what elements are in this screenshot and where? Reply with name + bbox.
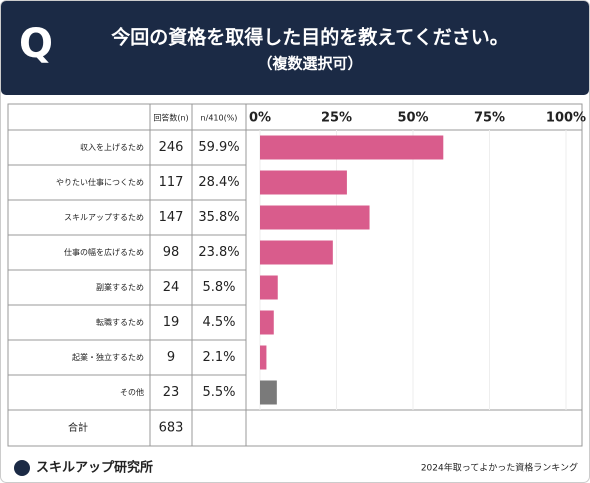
q-badge: Q xyxy=(19,21,53,67)
x-tick-label: 75% xyxy=(474,111,505,126)
count: 147 xyxy=(159,210,184,225)
count: 24 xyxy=(163,280,180,295)
percent-label: 59.9% xyxy=(198,140,239,155)
category-label: 仕事の幅を広げるため xyxy=(64,247,144,257)
total-label: 合計 xyxy=(68,421,88,434)
x-tick-label: 50% xyxy=(397,111,428,126)
bar xyxy=(260,275,278,300)
bar xyxy=(260,345,267,370)
title: 今回の資格を取得した目的を教えてください。 xyxy=(110,26,508,49)
percent-label: 23.8% xyxy=(198,245,239,260)
logo-icon xyxy=(14,460,30,476)
x-tick-label: 25% xyxy=(321,111,352,126)
x-tick-label: 0% xyxy=(249,111,271,126)
brand: スキルアップ研究所 xyxy=(36,460,153,476)
percent-label: 4.5% xyxy=(202,315,235,330)
x-tick-label: 100% xyxy=(546,111,586,126)
bar xyxy=(260,380,277,405)
category-label: その他 xyxy=(120,387,144,397)
total: 683 xyxy=(159,421,184,436)
count: 98 xyxy=(163,245,180,260)
percent-label: 35.8% xyxy=(198,210,239,225)
header-band xyxy=(1,1,589,95)
bar xyxy=(260,240,333,265)
caption: 2024年取ってよかった資格ランキング xyxy=(421,462,578,474)
count: 9 xyxy=(167,350,175,365)
percent-label: 2.1% xyxy=(202,350,235,365)
category-label: 起業・独立するため xyxy=(72,352,144,362)
percent-header: n/410(%) xyxy=(201,114,238,123)
count-header: 回答数(n) xyxy=(153,113,188,123)
bar xyxy=(260,135,444,160)
category-label: 収入を上げるため xyxy=(80,142,144,152)
category-label: 副業するため xyxy=(96,282,144,292)
count: 19 xyxy=(163,315,180,330)
percent-label: 5.8% xyxy=(202,280,235,295)
subtitle: （複数選択可） xyxy=(257,55,362,73)
category-label: やりたい仕事につくため xyxy=(56,177,144,187)
bar xyxy=(260,310,274,335)
bar xyxy=(260,205,370,230)
category-label: スキルアップするため xyxy=(64,213,144,222)
category-label: 転職するため xyxy=(96,318,144,327)
count: 117 xyxy=(159,175,184,190)
count: 23 xyxy=(163,385,180,400)
table-frame xyxy=(7,103,583,447)
bar xyxy=(260,170,347,195)
percent-label: 28.4% xyxy=(198,175,239,190)
percent-label: 5.5% xyxy=(202,385,235,400)
count: 246 xyxy=(159,140,184,155)
